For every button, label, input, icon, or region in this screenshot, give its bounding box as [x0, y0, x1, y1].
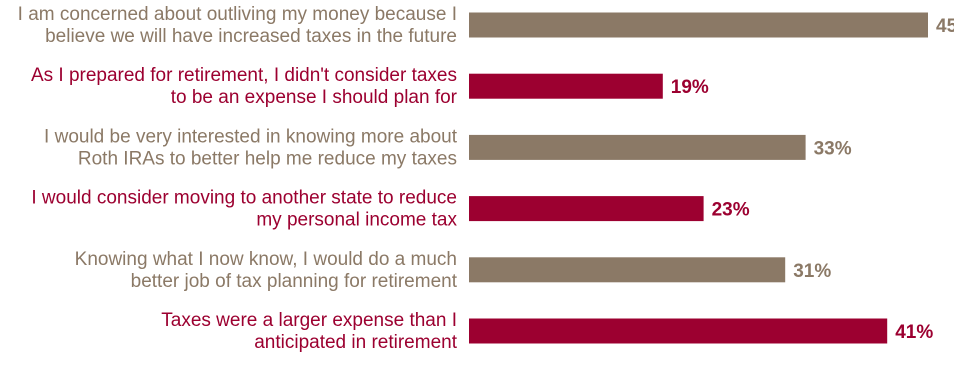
- category-label-line: my personal income tax: [256, 210, 457, 231]
- category-label-line: Knowing what I now know, I would do a mu…: [75, 249, 457, 270]
- bar-group: I would be very interested in knowing mo…: [44, 126, 852, 169]
- category-label: As I prepared for retirement, I didn't c…: [31, 65, 458, 108]
- category-label-line: better job of tax planning for retiremen…: [131, 271, 458, 292]
- bar-group: I am concerned about outliving my money …: [18, 4, 954, 47]
- category-label-line: Taxes were a larger expense than I: [161, 310, 457, 331]
- value-label: 45%: [936, 16, 954, 37]
- category-label-line: I am concerned about outliving my money …: [18, 4, 457, 25]
- bar-group: Knowing what I now know, I would do a mu…: [75, 249, 832, 292]
- bar: [469, 196, 704, 222]
- category-label: Knowing what I now know, I would do a mu…: [75, 249, 458, 292]
- bar: [469, 73, 663, 99]
- value-label: 41%: [895, 322, 933, 343]
- value-label: 31%: [793, 261, 831, 282]
- bar-group: As I prepared for retirement, I didn't c…: [31, 65, 709, 108]
- category-label-line: I would be very interested in knowing mo…: [44, 126, 458, 147]
- category-label-line: to be an expense I should plan for: [171, 87, 458, 108]
- value-label: 23%: [712, 200, 750, 221]
- value-label: 33%: [814, 138, 852, 159]
- category-label-line: anticipated in retirement: [254, 332, 457, 353]
- category-label-line: Roth IRAs to better help me reduce my ta…: [78, 148, 457, 169]
- category-label-line: As I prepared for retirement, I didn't c…: [31, 65, 457, 86]
- bar-group: I would consider moving to another state…: [31, 188, 749, 231]
- bar: [469, 318, 888, 344]
- value-label: 19%: [671, 77, 709, 98]
- category-label: I would consider moving to another state…: [31, 188, 457, 231]
- category-label: I would be very interested in knowing mo…: [44, 126, 458, 169]
- category-label-line: believe we will have increased taxes in …: [45, 26, 457, 47]
- bar: [469, 257, 786, 283]
- category-label-line: I would consider moving to another state…: [31, 188, 457, 209]
- bar: [469, 134, 806, 160]
- category-label: I am concerned about outliving my money …: [18, 4, 457, 47]
- bar: [469, 12, 928, 38]
